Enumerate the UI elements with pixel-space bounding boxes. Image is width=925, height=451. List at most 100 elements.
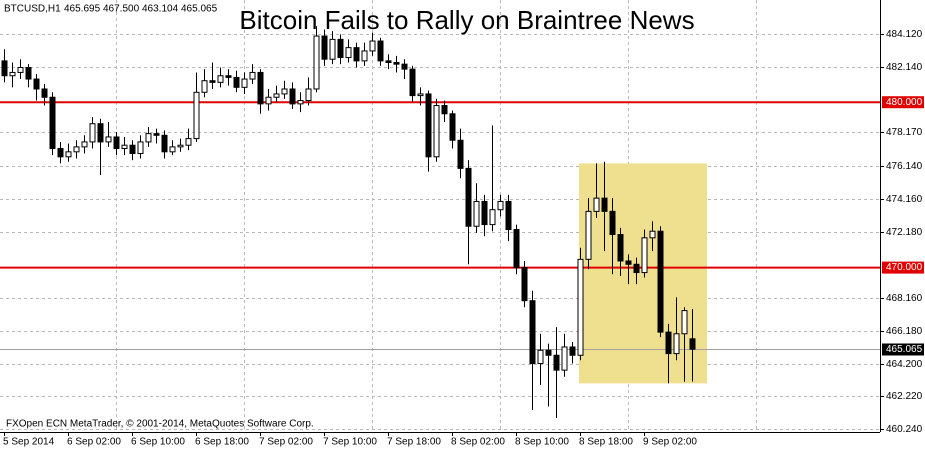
header-open: 465.695 [64,4,101,15]
y-tick-label: 476.140 [886,161,923,172]
candle-body [297,100,304,105]
y-tick-label: 464.200 [886,359,923,370]
candle-body [409,68,416,97]
candle-body [225,75,232,78]
x-tick-label: 7 Sep 10:00 [323,437,377,448]
candle-body [521,267,528,302]
candle-body [417,93,424,97]
y-tick-label: 482.140 [886,62,923,73]
x-tick-label: 8 Sep 18:00 [579,437,633,448]
candle-body [281,88,288,95]
candle-body [257,71,264,105]
x-tick-label: 7 Sep 18:00 [387,437,441,448]
x-tick-label: 8 Sep 10:00 [515,437,569,448]
candle-body [97,123,104,143]
candle-body [585,210,592,260]
candle-body [457,139,464,169]
candle-body [353,47,360,62]
candle-body [657,230,664,333]
candle-body [473,200,480,227]
candle-body [513,229,520,269]
y-tick-label: 466.180 [886,326,923,337]
current-price-label: 465.065 [886,344,923,355]
candle-body [665,331,672,355]
x-tick-label: 5 Sep 2014 [3,437,55,448]
candle-body [241,78,248,88]
candle-body [577,258,584,356]
candle-body [313,35,320,90]
y-tick-label: 478.170 [886,127,923,138]
candle-body [601,197,608,212]
x-tick-label: 8 Sep 02:00 [451,437,505,448]
candle-body [393,62,400,65]
candle-body [425,93,432,158]
candle-body [249,71,256,80]
candle-body [1,60,8,77]
header-high: 467.500 [103,4,140,15]
candle-body [201,80,208,93]
candle-body [81,141,88,148]
candle-body [105,136,112,143]
candle-body [545,349,552,356]
candle-body [209,80,216,83]
candle-body [233,76,240,88]
header-low: 463.104 [142,4,179,15]
x-tick-label: 7 Sep 02:00 [259,437,313,448]
candle-body [529,300,536,365]
x-tick-label: 6 Sep 02:00 [67,437,121,448]
candle-body [121,144,128,150]
header-close: 465.065 [181,4,218,15]
x-tick-label: 6 Sep 18:00 [195,437,249,448]
candle-body [161,134,168,153]
candle-body [289,88,296,105]
x-tick-label: 6 Sep 10:00 [131,437,185,448]
candle-body [153,133,160,136]
level-label: 480.000 [886,97,923,108]
y-tick-label: 468.160 [886,293,923,304]
candle-body [569,346,576,356]
candle-body [385,60,392,64]
candle-body [489,209,496,226]
candle-body [137,141,144,154]
y-tick-label: 462.220 [886,391,923,402]
candle-body [217,75,224,83]
level-label-bg [882,96,924,109]
candle-body [673,333,680,355]
candle-body [41,88,48,98]
candle-body [49,96,56,150]
candle-body [369,40,376,52]
footer: FXOpen ECN MetaTrader, © 2001-2014, Meta… [6,419,314,430]
highlight-zone [579,163,707,384]
candle-body [65,151,72,158]
x-tick-label: 9 Sep 02:00 [643,437,697,448]
candle-body [401,63,408,70]
candle-body [481,200,488,226]
candle-body [169,146,176,153]
candle-body [649,230,656,239]
candle-body [441,105,448,115]
candle-body [329,38,336,60]
candle-body [633,263,640,274]
candle-body [465,167,472,227]
candle-body [321,35,328,60]
candle-body [689,338,696,350]
candle-body [9,71,16,77]
candle-body [625,260,632,265]
current-price-bg [882,343,924,356]
candle-body [641,237,648,274]
chart-title: Bitcoin Fails to Rally on Braintree News [239,5,694,35]
candle-body [377,40,384,62]
candle-body [17,66,24,73]
candle-body [449,113,456,141]
candle-body [361,50,368,62]
level-label-bg [882,261,924,274]
candle-body [89,123,96,143]
y-tick-label: 472.180 [886,227,923,238]
candle-body [433,105,440,158]
candle-body [177,144,184,148]
candle-body [345,47,352,59]
candle-body [185,138,192,146]
candle-body [145,133,152,143]
